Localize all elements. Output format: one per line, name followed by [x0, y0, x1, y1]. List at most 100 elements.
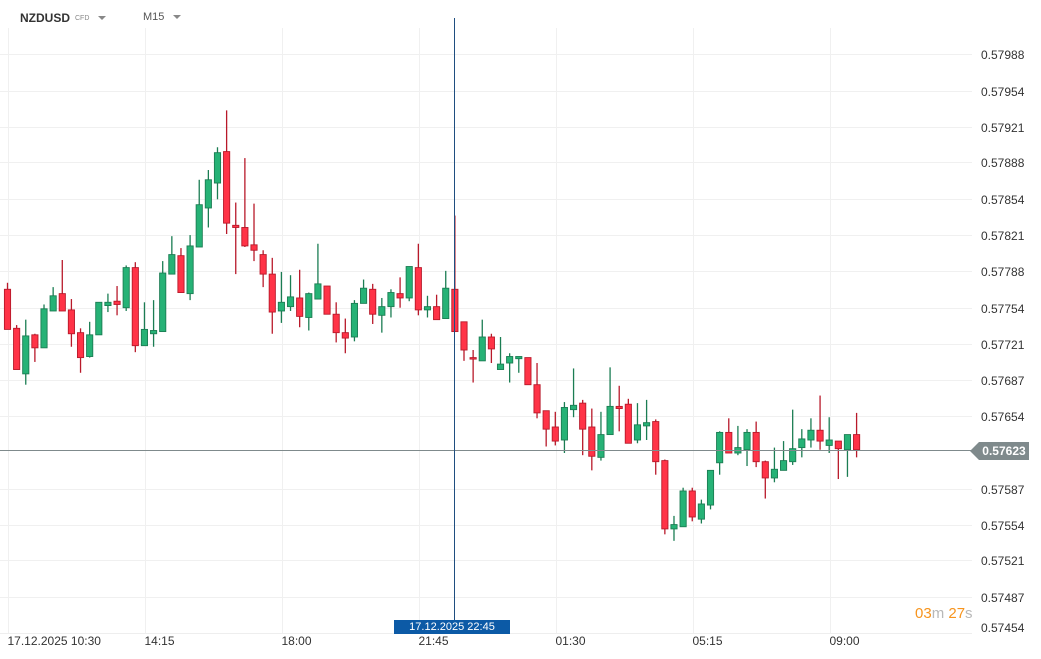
candle-body [40, 308, 48, 349]
candle-bullish [405, 266, 413, 302]
candle-body [86, 334, 94, 357]
candle-body [259, 254, 267, 275]
candle-bullish [697, 499, 705, 524]
candle-bearish [31, 333, 39, 362]
candle-bullish [213, 147, 222, 200]
candle-bearish [469, 350, 477, 383]
candle-bearish [588, 408, 596, 471]
candle-bearish [250, 203, 258, 262]
candle-bullish [570, 368, 578, 418]
candle-bullish [204, 170, 212, 228]
price-tick-label: 0.57487 [981, 590, 1025, 605]
timeframe-label: M15 [143, 11, 165, 23]
candle-bearish [624, 398, 632, 444]
candle-body [3, 288, 12, 330]
candle-body [305, 293, 313, 318]
candle-body [314, 283, 322, 300]
candle-bullish [706, 469, 715, 510]
time-tick-label: 21:45 [418, 634, 449, 648]
candle-body [195, 204, 203, 248]
candle-body [350, 302, 358, 338]
candle-body [378, 306, 386, 316]
candle-body [807, 429, 815, 441]
candle-bearish [533, 363, 541, 419]
candle-body [716, 431, 724, 464]
candle-body [570, 404, 578, 411]
timer-seconds-unit: s [965, 605, 973, 622]
candle-bearish [853, 412, 861, 458]
candle-bullish [140, 302, 149, 347]
candle-body [95, 301, 103, 336]
price-tick-label: 0.57721 [981, 337, 1025, 352]
candle-bullish [798, 429, 806, 458]
candle-bearish [58, 260, 66, 312]
candle-bearish [223, 110, 231, 234]
candle-body [177, 255, 185, 293]
candle-body [652, 421, 660, 463]
candle-body [423, 306, 432, 311]
price-tick-label: 0.57687 [981, 373, 1025, 388]
candle-bearish [3, 282, 12, 330]
candle-body [323, 285, 331, 315]
time-tick-label: 05:15 [692, 634, 723, 648]
price-tick-label: 0.57454 [981, 621, 1025, 635]
candle-body [853, 434, 861, 451]
candle-body [670, 524, 678, 530]
price-tick-label: 0.57921 [981, 120, 1025, 135]
candle-bearish [661, 459, 669, 535]
symbol-selector[interactable]: NZDUSD CFD [20, 11, 107, 25]
timer-minutes: 03 [915, 605, 932, 622]
candle-body [113, 300, 121, 305]
candles [3, 110, 861, 541]
candle-bullish [186, 235, 194, 301]
candle-bullish [506, 353, 514, 383]
candle-body [286, 296, 295, 308]
candle-bearish [652, 419, 660, 475]
timer-seconds: 27 [948, 605, 966, 622]
candle-bullish [104, 293, 112, 313]
candle-body [816, 429, 824, 442]
candle-bullish [770, 447, 778, 483]
candle-body [104, 301, 112, 307]
candle-body [780, 460, 788, 471]
candle-body [843, 434, 852, 451]
candle-bullish [825, 417, 833, 454]
candle-body [341, 332, 349, 339]
time-tick-label: 18:00 [281, 634, 312, 648]
candle-bearish [76, 328, 85, 373]
candle-bullish [277, 271, 285, 323]
candle-bullish [789, 409, 797, 465]
candle-body [524, 357, 532, 386]
candle-bullish [496, 336, 505, 370]
timeframe-selector[interactable]: M15 [143, 11, 182, 23]
candle-bearish [542, 410, 550, 447]
candle-body [76, 332, 85, 359]
candle-body [360, 287, 368, 304]
candle-body [150, 330, 158, 335]
candle-body [588, 426, 596, 457]
candle-body [697, 503, 705, 520]
candle-body [633, 424, 642, 441]
candle-bearish [341, 318, 349, 354]
candle-bullish [350, 300, 358, 342]
candle-body [186, 245, 194, 295]
candle-body [560, 407, 568, 441]
candle-bullish [807, 418, 815, 448]
candle-bullish [743, 429, 751, 467]
candle-bullish [195, 179, 203, 248]
candle-body [469, 357, 477, 360]
candle-bearish [414, 243, 422, 316]
price-tick-label: 0.57587 [981, 482, 1025, 497]
candle-body [478, 336, 486, 362]
candle-bearish [241, 158, 249, 247]
candle-bearish [487, 333, 495, 364]
candle-body [31, 334, 39, 349]
candle-body [296, 297, 304, 317]
candle-bullish [560, 402, 568, 454]
candle-bearish [332, 302, 340, 343]
candle-bullish [515, 356, 523, 373]
candle-bearish [688, 487, 696, 522]
candle-body [615, 405, 623, 410]
crosshair-time-badge: 17.12.2025 22:45 [394, 620, 510, 634]
